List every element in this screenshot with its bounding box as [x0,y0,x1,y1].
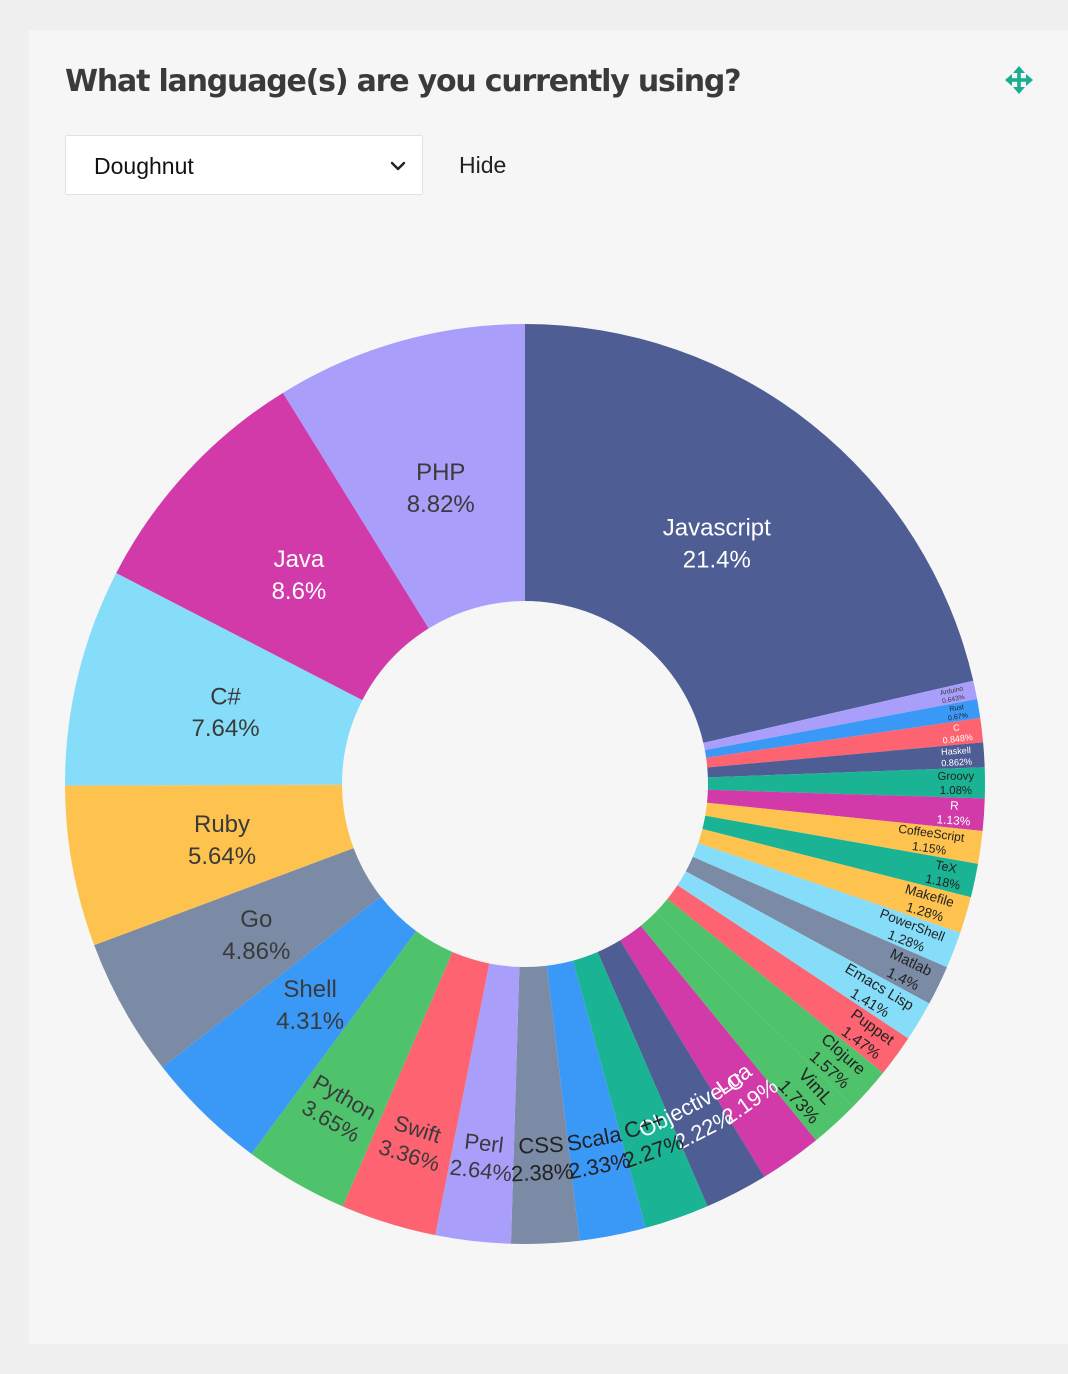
slice-haskell[interactable] [707,742,985,778]
chart-type-select[interactable]: Doughnut [65,135,423,195]
slice-shell[interactable] [162,896,417,1154]
slice-perl[interactable] [435,963,520,1244]
slice-name: Groovy [937,771,974,783]
slice-matlab[interactable] [685,856,947,1004]
slice-name: C# [210,683,241,710]
slice-percent: 5.64% [188,843,256,870]
slice-name: Haskell [941,745,971,757]
slice-percent: 7.64% [192,715,260,742]
chevron-down-icon [390,161,406,171]
move-arrows-icon[interactable] [1004,65,1034,95]
slice-puppet[interactable] [667,885,909,1073]
slice-label-java: Java 8.6% [272,546,327,605]
slice-percent: 2.38% [510,1159,573,1187]
chart-type-select-value: Doughnut [94,153,194,179]
hide-button[interactable]: Hide [459,152,507,178]
slice-cplusplus[interactable] [572,951,708,1228]
slice-label-c: C0.848% [942,722,973,745]
slice-name: Ruby [194,811,250,838]
slice-powershell[interactable] [692,843,961,968]
slice-percent: 1.13% [936,812,971,828]
slice-label-ruby: Ruby 5.64% [188,811,256,870]
slice-php[interactable] [282,324,525,629]
slice-percent: 0.67% [948,712,970,722]
slice-percent: 8.82% [407,491,475,518]
slice-name: Shell [283,976,336,1003]
slice-tex[interactable] [702,815,979,898]
slice-java[interactable] [116,392,429,701]
slice-javascript[interactable] [525,324,974,743]
slice-name: Java [274,546,325,573]
slice-name: CSS [518,1132,564,1159]
slice-label-php: PHP 8.82% [407,459,475,518]
slice-csharp[interactable] [65,573,363,786]
slice-percent: 1.08% [940,785,972,797]
slice-label-shell: Shell 4.31% [276,976,344,1035]
slice-ruby[interactable] [65,784,354,946]
slice-percent: 4.86% [222,938,290,965]
slice-name: Go [240,906,272,933]
slice-label-groovy: Groovy 1.08% [937,771,974,797]
slice-name: Javascript [663,514,771,541]
slice-percent: 1.15% [911,839,947,858]
slice-name: Perl [463,1128,505,1157]
slice-percent: 0.848% [942,732,973,745]
slice-r[interactable] [707,789,985,832]
slice-rust[interactable] [704,698,981,758]
slice-viml[interactable] [640,912,853,1141]
slice-name: R [950,798,960,813]
slice-label-go: Go 4.86% [222,906,290,965]
slice-percent: 8.6% [272,578,327,605]
slice-objective-c[interactable] [597,940,765,1207]
panel-title: What language(s) are you currently using… [65,64,742,99]
slice-arduino[interactable] [703,680,978,751]
slice-swift[interactable] [342,952,490,1236]
slice-c[interactable] [706,718,984,768]
slice-scala[interactable] [546,960,646,1241]
slice-css[interactable] [510,965,580,1244]
slice-percent: 21.4% [683,546,751,573]
slice-percent: 0.643% [942,694,966,706]
slice-name: PHP [416,459,465,486]
slice-name: TeX [934,858,959,876]
slice-label-r: R1.13% [936,798,971,828]
slice-label-csharp: C# 7.64% [192,683,260,742]
slice-name: Arduino [940,685,964,697]
slice-percent: 0.862% [941,756,972,768]
slice-makefile[interactable] [698,829,971,933]
slice-name: C [953,722,961,733]
slice-lua[interactable] [620,925,817,1177]
slice-clojure[interactable] [655,898,884,1107]
slice-coffeescript[interactable] [705,802,983,864]
slice-label-javascript: Javascript 21.4% [663,514,771,573]
slice-groovy[interactable] [707,767,985,799]
slice-python[interactable] [251,931,453,1207]
slice-name: Rust [949,704,965,713]
slice-percent: 4.31% [276,1008,344,1035]
slice-emacs-lisp[interactable] [677,871,930,1039]
slice-go[interactable] [94,848,381,1068]
